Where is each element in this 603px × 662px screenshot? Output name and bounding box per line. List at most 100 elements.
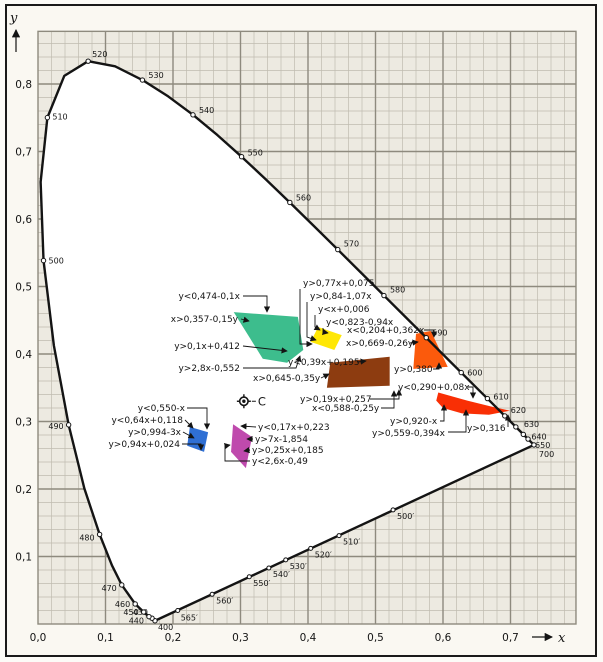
boundary-annotations: y<0,474-0,1x x>0,357-0,15y y>0,1x+0,412 y>2… xyxy=(108,279,512,467)
annotation-leader xyxy=(440,404,448,422)
wavelength-point-640 xyxy=(520,431,527,438)
annotation-yellow: y<0,823-0,94x xyxy=(326,318,394,328)
annotation-leader xyxy=(320,373,330,380)
annotation-brown: x<0,588-0,25y xyxy=(312,404,380,414)
wavelength-label-540: 540 xyxy=(199,106,214,115)
region-red xyxy=(436,392,510,415)
wavelength-point-630 xyxy=(513,424,519,430)
wavelength-label-600: 600 xyxy=(467,369,482,378)
y-axis-letter: y xyxy=(9,11,18,26)
annotation-magenta: y>0,25x+0,185 xyxy=(252,446,324,456)
x-tick-0,3: 0,3 xyxy=(232,632,249,644)
annotation-brown: x>0,645-0,35y xyxy=(253,374,321,384)
wavelength-label-520: 520 xyxy=(92,50,107,59)
wavelength-point-650 xyxy=(525,436,531,442)
annotation-leader xyxy=(356,358,367,365)
region-magenta xyxy=(231,424,252,469)
wavelength-label-450: 450 xyxy=(123,608,138,617)
purple-line-label: 520′ xyxy=(315,550,332,559)
purple-line-label: 510′ xyxy=(343,538,360,547)
white-point-C: C xyxy=(236,394,266,409)
purple-line-label: 530′ xyxy=(290,562,307,571)
annotation-green: y<0,474-0,1x xyxy=(178,292,240,302)
wavelength-label-400: 400 xyxy=(158,623,173,632)
wavelength-point-570 xyxy=(335,246,341,253)
wavelength-label-640: 640 xyxy=(531,432,546,441)
annotation-leader xyxy=(243,355,302,369)
wavelength-point-540 xyxy=(190,112,196,118)
region-brown xyxy=(326,356,390,388)
annotation-yellow: y>0,77x+0,075 xyxy=(303,279,375,289)
annotation-leader xyxy=(370,389,403,400)
annotation-leader xyxy=(240,316,250,323)
wavelength-label-700: 700 xyxy=(539,450,554,459)
wavelength-point-510 xyxy=(44,114,51,121)
purple-line-label: 565′ xyxy=(181,614,198,623)
annotation-red: y<0,290+0,08x xyxy=(398,383,470,393)
annotation-leader xyxy=(223,442,250,462)
annotation-brown: y<0,39x+0,195 xyxy=(288,358,360,368)
wavelength-point-560 xyxy=(287,199,293,206)
annotation-leader xyxy=(468,386,477,399)
wavelength-label-650: 650 xyxy=(535,441,550,450)
annotation-leader xyxy=(182,431,195,439)
annotation-leader xyxy=(243,295,271,313)
x-axis-letter: x xyxy=(558,631,566,646)
purple-line-point xyxy=(283,557,289,563)
y-tick-0,6: 0,6 xyxy=(15,214,32,226)
purple-line-point xyxy=(336,533,342,539)
annotation-red: y>0,316 xyxy=(467,424,506,434)
y-tick-0,7: 0,7 xyxy=(15,147,32,159)
wavelength-point-590 xyxy=(423,334,429,341)
wavelength-label-580: 580 xyxy=(390,286,405,295)
wavelength-point-480 xyxy=(96,531,103,538)
annotation-red: y>0,559-0,394x xyxy=(372,429,446,439)
wavelength-label-590: 590 xyxy=(432,329,447,338)
purple-line-point xyxy=(175,608,181,613)
wavelength-point-440 xyxy=(146,613,152,620)
wavelength-point-600 xyxy=(458,369,464,376)
annotation-red: y>0,920-x xyxy=(390,417,438,427)
axes: 0,1 0,2 0,3 0,4 0,5 0,6 0,7 0,8 0,0 0,1 0,2 0,3 0,4 0… xyxy=(9,11,566,646)
annotation-leader xyxy=(313,315,321,331)
wavelength-point-520 xyxy=(85,58,91,64)
annotation-blue: y>0,994-3x xyxy=(128,428,182,438)
annotation-magenta: y>7x-1,854 xyxy=(255,435,308,445)
wavelength-label-570: 570 xyxy=(344,240,359,249)
wavelength-label-500: 500 xyxy=(49,257,64,266)
purple-line-point xyxy=(390,507,396,513)
annotation-leader xyxy=(433,362,443,370)
wavelength-point-470 xyxy=(119,582,125,588)
purple-line-label: 550′ xyxy=(253,579,270,588)
wavelength-label-560: 560 xyxy=(296,193,311,202)
purple-line-point xyxy=(209,591,215,597)
purple-line-label: 500′ xyxy=(397,512,414,521)
annotation-green: y>2,8x-0,552 xyxy=(178,364,240,374)
annotation-leader xyxy=(182,443,205,451)
x-tick-0,1: 0,1 xyxy=(97,632,114,644)
wavelength-label-460: 460 xyxy=(115,600,130,609)
wavelength-point-620 xyxy=(502,413,508,419)
annotation-leader xyxy=(299,289,313,348)
wavelength-label-550: 550 xyxy=(248,149,263,158)
x-tick-0,4: 0,4 xyxy=(300,632,317,644)
annotation-magenta: y<0,17x+0,223 xyxy=(258,423,330,433)
annotation-blue: y<0,64x+0,118 xyxy=(111,416,183,426)
wavelength-point-450 xyxy=(141,609,147,615)
annotation-leader xyxy=(242,345,288,354)
annotation-yellow: y>0,84-1,07x xyxy=(310,292,372,302)
y-tick-0,8: 0,8 xyxy=(15,79,32,91)
annotation-brown: y>0,19x+0,257 xyxy=(300,395,372,405)
y-tick-0,1: 0,1 xyxy=(15,552,32,564)
x-tick-0,5: 0,5 xyxy=(367,632,384,644)
y-tick-0,3: 0,3 xyxy=(15,417,32,429)
x-tick-0,0: 0,0 xyxy=(30,632,47,644)
wavelength-label-610: 610 xyxy=(493,393,508,402)
purple-line-point xyxy=(266,565,272,571)
x-tick-0,6: 0,6 xyxy=(435,632,452,644)
annotation-leader xyxy=(424,329,438,338)
purple-line-point xyxy=(246,574,252,580)
wavelength-label-430: 430 xyxy=(133,608,148,617)
